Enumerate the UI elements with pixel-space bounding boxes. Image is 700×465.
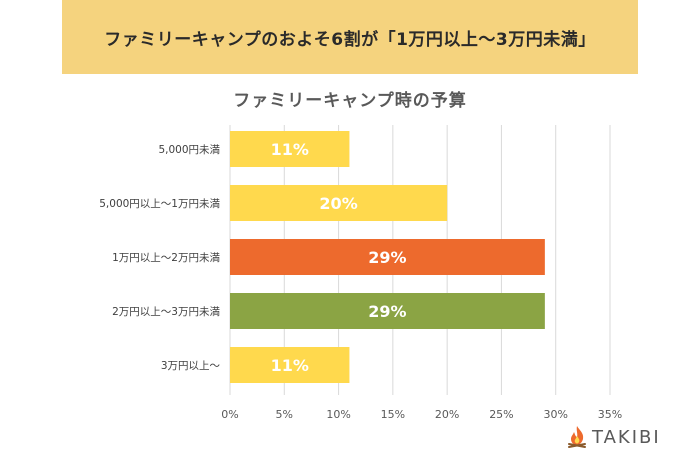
x-tick-label: 10%: [326, 408, 350, 421]
data-label: 11%: [271, 140, 309, 159]
category-label: 1万円以上～2万円未満: [112, 252, 220, 264]
campfire-icon: [568, 426, 586, 448]
data-label: 29%: [368, 302, 406, 321]
x-tick-label: 0%: [221, 408, 238, 421]
category-label: 2万円以上～3万円未満: [112, 306, 220, 318]
x-tick-label: 30%: [543, 408, 567, 421]
data-label: 11%: [271, 356, 309, 375]
bar: [230, 347, 350, 383]
logo-text: TAKIBI: [592, 426, 661, 448]
bar: [230, 185, 448, 221]
takibi-logo: TAKIBI: [566, 425, 661, 449]
category-label: 5,000円以上～1万円未満: [99, 198, 220, 210]
x-tick-label: 25%: [489, 408, 513, 421]
category-label: 5,000円未満: [158, 144, 220, 156]
data-label: 29%: [368, 248, 406, 267]
data-label: 20%: [319, 194, 357, 213]
x-tick-label: 15%: [381, 408, 405, 421]
x-tick-label: 5%: [276, 408, 293, 421]
x-tick-label: 20%: [435, 408, 459, 421]
x-tick-label: 35%: [598, 408, 622, 421]
bar: [230, 131, 350, 167]
headline-banner: ファミリーキャンプのおよそ6割が「1万円以上～3万円未満」: [62, 0, 638, 74]
bar: [230, 293, 545, 329]
category-label: 3万円以上～: [161, 360, 221, 372]
bar: [230, 239, 545, 275]
headline-text: ファミリーキャンプのおよそ6割が「1万円以上～3万円未満」: [104, 29, 596, 50]
chart-title: ファミリーキャンプ時の予算: [233, 91, 467, 111]
